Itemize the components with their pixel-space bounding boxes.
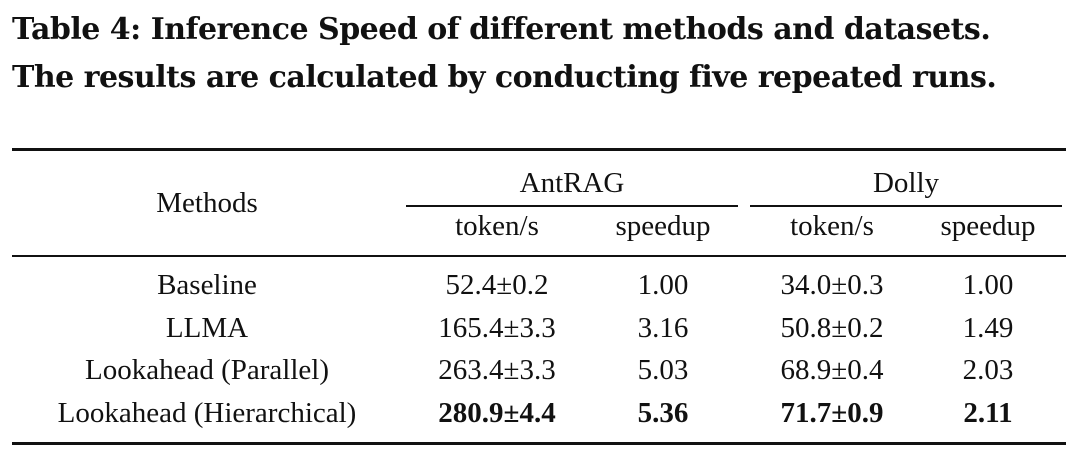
- row-llma-antrag-tokens: 165.4±3.3: [438, 312, 556, 344]
- row-lookahead-hierarchical-dolly-tokens: 71.7±0.9: [780, 397, 884, 429]
- top-rule: [12, 148, 1066, 151]
- row-llma-dolly-speedup: 1.49: [962, 312, 1014, 344]
- caption-line-1: Table 4: Inference Speed of different me…: [12, 12, 991, 47]
- subheader-antrag-tokens: token/s: [455, 210, 539, 242]
- row-baseline-antrag-speedup: 1.00: [637, 269, 689, 301]
- row-baseline-method: Baseline: [157, 269, 257, 301]
- header-rule: [12, 255, 1066, 257]
- bottom-rule: [12, 442, 1066, 445]
- header-group-dolly: Dolly: [872, 167, 940, 199]
- subheader-antrag-speedup: speedup: [615, 210, 711, 242]
- header-methods: Methods: [156, 187, 258, 219]
- row-baseline-antrag-tokens: 52.4±0.2: [445, 269, 549, 301]
- row-llma-antrag-speedup: 3.16: [637, 312, 689, 344]
- row-lookahead-parallel-antrag-tokens: 263.4±3.3: [438, 354, 556, 386]
- row-lookahead-parallel-dolly-tokens: 68.9±0.4: [780, 354, 884, 386]
- row-llma-dolly-tokens: 50.8±0.2: [780, 312, 884, 344]
- row-lookahead-hierarchical-dolly-speedup: 2.11: [963, 397, 1013, 429]
- row-lookahead-hierarchical-antrag-tokens: 280.9±4.4: [438, 397, 556, 429]
- row-lookahead-hierarchical-method: Lookahead (Hierarchical): [57, 397, 357, 429]
- subheader-dolly-tokens: token/s: [790, 210, 874, 242]
- header-group-antrag: AntRAG: [519, 167, 625, 199]
- row-baseline-dolly-tokens: 34.0±0.3: [780, 269, 884, 301]
- dolly-group-rule: [750, 205, 1062, 207]
- row-lookahead-hierarchical-antrag-speedup: 5.36: [637, 397, 689, 429]
- table-caption: Table 4: Inference Speed of different me…: [12, 6, 1072, 102]
- row-llma-method: LLMA: [165, 312, 249, 344]
- row-lookahead-parallel-antrag-speedup: 5.03: [637, 354, 689, 386]
- row-baseline-dolly-speedup: 1.00: [962, 269, 1014, 301]
- subheader-dolly-speedup: speedup: [940, 210, 1036, 242]
- row-lookahead-parallel-dolly-speedup: 2.03: [962, 354, 1014, 386]
- caption-line-2: The results are calculated by conducting…: [12, 60, 997, 95]
- row-lookahead-parallel-method: Lookahead (Parallel): [85, 354, 329, 386]
- antrag-group-rule: [406, 205, 738, 207]
